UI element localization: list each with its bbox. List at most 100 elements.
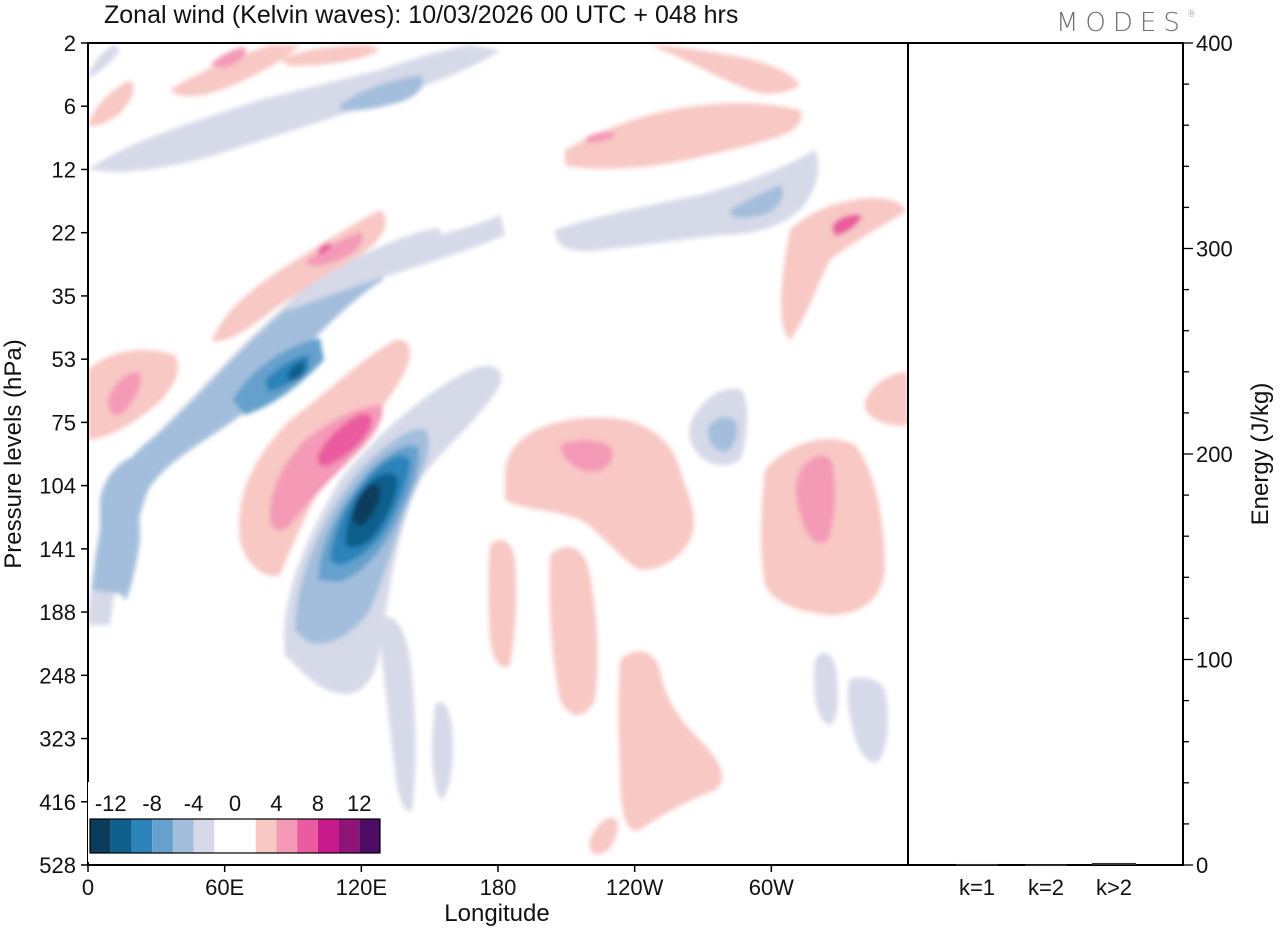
contour-upper-westerly-2hpa-east (280, 45, 380, 66)
energy-tick-label: 300 (1196, 237, 1233, 262)
energy-panel: 0 100 200 300 400 k=1 k=2 k>2 (907, 31, 1233, 900)
contour-westerly-band-22-peak (318, 243, 332, 254)
x-tick-label: 120W (606, 875, 664, 900)
energy-tick-label: 400 (1196, 31, 1233, 56)
y-tick-label: 75 (52, 410, 76, 435)
contour-upper-westerly-90w-core (832, 214, 862, 236)
colorbar-frame (89, 818, 381, 854)
x-tick-label: 60E (205, 875, 244, 900)
contour-lower-easterly-b (847, 677, 888, 763)
colorbar-swatch (152, 819, 173, 853)
energy-bar (1025, 864, 1067, 866)
contour-westerly-patch-180-core (560, 440, 613, 472)
energy-panel-frame (907, 42, 1184, 866)
contour-easterly-band-tail (100, 455, 140, 600)
energy-axis-title: Energy (J/kg) (1247, 383, 1274, 526)
colorbar-label: -12 (95, 791, 127, 816)
contour-westerly-band-22-core (305, 232, 363, 266)
colorbar-swatch (90, 819, 111, 853)
logo-text: MODES (1056, 8, 1187, 38)
y-axis-left: 2 6 12 22 35 53 75 104 141 188 248 323 416 528 (39, 31, 88, 878)
y-tick-label: 528 (39, 853, 76, 878)
contour-upper-easterly-east-core (730, 185, 783, 218)
contour-westerly-patch-60w-core (795, 455, 836, 544)
energy-tick-label: 100 (1196, 648, 1233, 673)
contour-upper-westerly-east-core (585, 131, 616, 143)
colorbar-label: 4 (270, 791, 282, 816)
energy-bar (1092, 862, 1136, 865)
contour-lower-easterly-a (814, 653, 838, 725)
x-tick-label: 180 (480, 875, 517, 900)
contour-upper-westerly-2hpa (170, 45, 300, 97)
y-tick-label: 323 (39, 727, 76, 752)
colorbar-label: -8 (142, 791, 162, 816)
contour-lower-easterly-d (432, 702, 453, 800)
chart-title: Zonal wind (Kelvin waves): 10/03/2026 00… (104, 1, 738, 29)
colorbar-swatch (193, 819, 215, 853)
contour-easterly-core-peak (352, 483, 381, 527)
y-tick-label: 53 (52, 347, 76, 372)
contour-lower-westerly-b (549, 546, 598, 715)
colorbar-label: 0 (229, 791, 241, 816)
x-tick-label: 0 (82, 875, 94, 900)
modes-logo: MODES® (1056, 8, 1196, 38)
y-tick-label: 35 (52, 284, 76, 309)
logo-registered-mark: ® (1186, 10, 1196, 20)
contour-westerly-patch-0e-inner (108, 372, 141, 416)
contour-upper-westerly-90w (781, 198, 905, 340)
contour-westerly-core-lvl2 (317, 413, 372, 467)
colorbar-swatch (110, 819, 132, 853)
contour-upper-easterly-12hpa (88, 45, 500, 172)
energy-category-label: k=2 (1028, 875, 1064, 900)
energy-bar (956, 863, 998, 866)
y-tick-label: 416 (39, 790, 76, 815)
colorbar-swatch (276, 819, 298, 853)
contour-lower-westerly-a (488, 540, 517, 668)
energy-tick-label: 0 (1196, 853, 1208, 878)
contour-easterly-band-peak (288, 361, 306, 381)
x-axis-title: Longitude (444, 900, 549, 927)
colorbar-swatch (359, 819, 380, 853)
x-tick-label: 60W (749, 875, 794, 900)
y-tick-label: 248 (39, 663, 76, 688)
contour-easterly-patch-80w-core (708, 417, 738, 452)
colorbar-label: 12 (347, 791, 371, 816)
energy-category-label: k>2 (1096, 875, 1132, 900)
y-axis-title: Pressure levels (hPa) (0, 339, 27, 568)
energy-category-label: k=1 (959, 875, 995, 900)
colorbar-swatch (172, 819, 194, 853)
y-tick-label: 6 (64, 94, 76, 119)
colorbar-label: -4 (184, 791, 204, 816)
contour-upper-westerly-2hpa-far (650, 45, 800, 94)
colorbar-label: 8 (312, 791, 324, 816)
contour-plot: 2 6 12 22 35 53 75 104 141 188 248 323 416 528 0 60E 12… (39, 31, 909, 900)
contour-upper-easterly-0e (88, 45, 120, 78)
contour-upper-westerly-east (565, 103, 802, 169)
contour-easterly-band-22-35 (290, 215, 505, 310)
x-tick-label: 120E (336, 875, 387, 900)
contour-westerly-patch-edge-east (865, 372, 908, 426)
colorbar-swatch (255, 819, 277, 853)
contour-upper-westerly-6hpa (88, 80, 134, 126)
colorbar-legend: -12 -8 -4 0 4 8 12 (88, 782, 382, 862)
colorbar-swatch (297, 819, 318, 853)
x-axis: 0 60E 120E 180 120W 60W (82, 865, 794, 900)
y-tick-label: 104 (39, 474, 76, 499)
y-tick-label: 12 (52, 157, 76, 182)
contour-lower-easterly-c (380, 616, 416, 811)
y-tick-label: 188 (39, 600, 76, 625)
contour-lower-westerly-c (618, 651, 723, 831)
colorbar-swatch (338, 819, 360, 853)
contour-upper-easterly-6hpa (340, 75, 424, 111)
contour-upper-easterly-east (555, 150, 819, 251)
colorbar-swatch (317, 819, 339, 853)
colorbar-swatch (131, 819, 153, 853)
contour-lower-westerly-d (589, 817, 618, 855)
y-tick-label: 22 (52, 221, 76, 246)
contour-westerly-patch-180-outer (505, 417, 695, 570)
colorbar-swatch (214, 819, 256, 853)
energy-tick-label: 200 (1196, 442, 1233, 467)
y-tick-label: 141 (39, 537, 76, 562)
y-tick-label: 2 (64, 31, 76, 56)
